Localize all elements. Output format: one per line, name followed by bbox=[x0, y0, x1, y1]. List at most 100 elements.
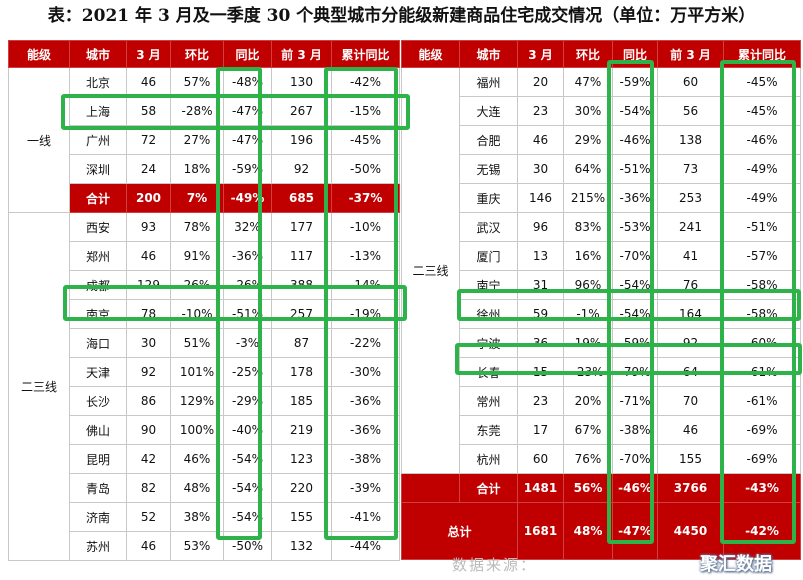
table-row: 东莞 17 67% -38% 46 -69% bbox=[402, 415, 801, 445]
value-cell: 117 bbox=[271, 241, 332, 271]
value-cell: 129 bbox=[126, 270, 171, 300]
value-cell: 46 bbox=[126, 531, 171, 561]
value-cell: -59% bbox=[612, 67, 658, 97]
city-cell: 无锡 bbox=[459, 154, 518, 184]
city-cell: 厦门 bbox=[459, 241, 518, 271]
value-cell: -13% bbox=[331, 241, 400, 271]
value-cell: 36 bbox=[517, 328, 564, 358]
value-cell: 64% bbox=[563, 154, 613, 184]
watermark-logo: 聚汇数据 bbox=[700, 554, 772, 575]
value-cell: 30% bbox=[563, 96, 613, 126]
column-header: 能级 bbox=[8, 40, 70, 68]
value-cell: -49% bbox=[723, 154, 801, 184]
value-cell: -70% bbox=[612, 241, 658, 271]
value-cell: 46 bbox=[517, 125, 564, 155]
table-row: 杭州 60 76% -70% 155 -69% bbox=[402, 444, 801, 474]
value-cell: 219 bbox=[271, 415, 332, 445]
value-cell: -42% bbox=[723, 502, 801, 560]
value-cell: 92 bbox=[126, 357, 171, 387]
column-header: 3 月 bbox=[517, 40, 564, 68]
value-cell: -26% bbox=[223, 270, 272, 300]
value-cell: -69% bbox=[723, 444, 801, 474]
value-cell: -38% bbox=[331, 444, 400, 474]
value-cell: -61% bbox=[723, 357, 801, 387]
table-row: 重庆 146 215% -36% 253 -49% bbox=[402, 183, 801, 213]
city-cell: 南京 bbox=[69, 299, 127, 329]
value-cell: 53% bbox=[170, 531, 224, 561]
value-cell: 48% bbox=[170, 473, 224, 503]
city-cell: 昆明 bbox=[69, 444, 127, 474]
column-header: 环比 bbox=[170, 40, 224, 68]
value-cell: -45% bbox=[723, 96, 801, 126]
value-cell: 26% bbox=[170, 270, 224, 300]
value-cell: 91% bbox=[170, 241, 224, 271]
city-cell: 常州 bbox=[459, 386, 518, 416]
value-cell: 76 bbox=[657, 270, 724, 300]
value-cell: 241 bbox=[657, 212, 724, 242]
value-cell: 30 bbox=[126, 328, 171, 358]
value-cell: 185 bbox=[271, 386, 332, 416]
value-cell: 31 bbox=[517, 270, 564, 300]
value-cell: 3766 bbox=[657, 473, 724, 503]
value-cell: 146 bbox=[517, 183, 564, 213]
value-cell: 101% bbox=[170, 357, 224, 387]
city-cell: 苏州 bbox=[69, 531, 127, 561]
value-cell: 96 bbox=[517, 212, 564, 242]
value-cell: 13 bbox=[517, 241, 564, 271]
value-cell: -40% bbox=[223, 415, 272, 445]
city-cell: 西安 bbox=[69, 212, 127, 242]
value-cell: -70% bbox=[612, 444, 658, 474]
value-cell: 46 bbox=[126, 241, 171, 271]
value-cell: 1681 bbox=[517, 502, 564, 560]
city-cell: 武汉 bbox=[459, 212, 518, 242]
value-cell: 78% bbox=[170, 212, 224, 242]
value-cell: 685 bbox=[271, 183, 332, 213]
value-cell: 56 bbox=[657, 96, 724, 126]
subtotal-row: 合计 1481 56% -46% 3766 -43% bbox=[401, 473, 801, 503]
value-cell: 38% bbox=[170, 502, 224, 532]
value-cell: -59% bbox=[223, 154, 272, 184]
value-cell: 29% bbox=[563, 125, 613, 155]
watermark: 数据来源： 聚汇数据 bbox=[452, 548, 802, 580]
value-cell: 19% bbox=[563, 328, 613, 358]
value-cell: -45% bbox=[723, 67, 801, 97]
value-cell: 46% bbox=[170, 444, 224, 474]
value-cell: -54% bbox=[612, 270, 658, 300]
value-cell: -3% bbox=[223, 328, 272, 358]
table-row: 二三线 西安 93 78% 32% 177 -10% bbox=[8, 212, 400, 561]
right-table: 能级 城市 3 月环比 同比前 3 月累计同比 二三线 福州 20 47% -59% 60 -45%… bbox=[401, 40, 801, 560]
column-header: 累计同比 bbox=[331, 40, 400, 68]
value-cell: -46% bbox=[723, 125, 801, 155]
column-header: 累计同比 bbox=[723, 40, 801, 68]
table-row: 苏州 46 53% -50% 132 -44% bbox=[9, 531, 400, 561]
value-cell: -58% bbox=[723, 270, 801, 300]
city-cell: 成都 bbox=[69, 270, 127, 300]
column-header: 3 月 bbox=[126, 40, 171, 68]
value-cell: -30% bbox=[331, 357, 400, 387]
value-cell: 196 bbox=[271, 125, 332, 155]
value-cell: -51% bbox=[723, 212, 801, 242]
city-cell: 大连 bbox=[459, 96, 518, 126]
value-cell: 15 bbox=[517, 357, 564, 387]
table-row: 徐州 59 -1% -54% 164 -58% bbox=[402, 299, 801, 329]
column-header: 能级 bbox=[401, 40, 460, 68]
value-cell: 177 bbox=[271, 212, 332, 242]
value-cell: 388 bbox=[271, 270, 332, 300]
value-cell: -46% bbox=[612, 125, 658, 155]
city-cell: 合肥 bbox=[459, 125, 518, 155]
value-cell: -36% bbox=[331, 415, 400, 445]
value-cell: -10% bbox=[331, 212, 400, 242]
value-cell: -39% bbox=[331, 473, 400, 503]
value-cell: 155 bbox=[271, 502, 332, 532]
value-cell: -23% bbox=[563, 357, 613, 387]
table-row: 上海 58 -28% -47% 267 -15% bbox=[9, 96, 400, 126]
value-cell: -54% bbox=[612, 299, 658, 329]
value-cell: 72 bbox=[126, 125, 171, 155]
left-table: 能级 城市 3 月环比 同比前 3 月累计同比 一线 北京 46 57% -48% 130 -42%… bbox=[8, 40, 400, 561]
tier-label: 二三线 bbox=[8, 212, 70, 561]
value-cell: 18% bbox=[170, 154, 224, 184]
table-row: 一线 北京 46 57% -48% 130 -42% bbox=[8, 67, 400, 213]
value-cell: -47% bbox=[223, 125, 272, 155]
value-cell: 41 bbox=[657, 241, 724, 271]
column-header: 城市 bbox=[459, 40, 518, 68]
